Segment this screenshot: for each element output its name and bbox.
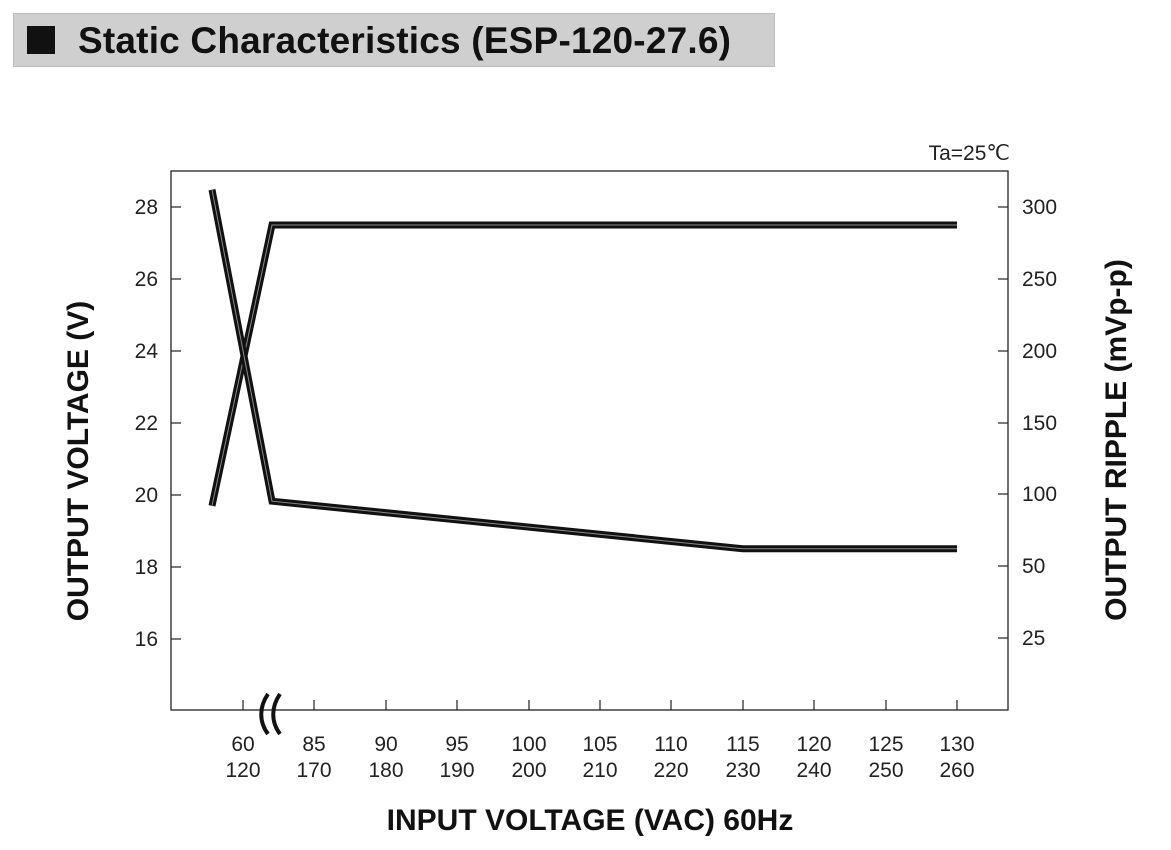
series-line-2-highlight [211,189,957,550]
x-tick-label-bottom: 260 [939,759,974,782]
x-tick-label-bottom: 200 [511,759,546,782]
axis-break-icon [259,692,270,736]
x-tick-label-bottom: 120 [225,759,260,782]
title-bar: Static Characteristics (ESP-120-27.6) [13,13,775,67]
y-right-tick-label: 300 [1022,196,1057,219]
x-tick-label-top: 85 [302,733,325,756]
x-tick-label-top: 130 [939,733,974,756]
x-axis-title: INPUT VOLTAGE (VAC) 60Hz [387,804,794,837]
x-tick-label-top: 115 [726,733,759,756]
series-line-1 [208,221,957,507]
x-tick-label-top: 95 [445,733,468,756]
temperature-annotation: Ta=25℃ [929,142,1010,165]
y-left-tick-label: 18 [135,556,158,579]
y-right-tick-label: 250 [1022,268,1057,291]
y-right-tick-label: 100 [1022,483,1057,506]
x-tick-label-bottom: 190 [439,759,474,782]
x-tick-label-top: 125 [868,733,903,756]
x-tick-label-top: 60 [231,733,254,756]
y-right-axis-title: OUTPUT RIPPLE (mVp-p) [1100,259,1133,621]
x-tick-label-bottom: 170 [296,759,331,782]
series-line-1-highlight [211,224,957,506]
y-left-axis-title: OUTPUT VOLTAGE (V) [62,301,95,622]
x-tick-label-bottom: 250 [868,759,903,782]
x-tick-label-top: 100 [511,733,546,756]
y-right-tick-label: 25 [1022,627,1045,650]
title-square-icon [27,26,55,54]
axis-break-icon [271,692,282,736]
y-left-tick-label: 28 [135,196,158,219]
x-tick-label-bottom: 210 [582,759,617,782]
x-tick-label-top: 110 [654,733,687,756]
y-right-tick-label: 200 [1022,340,1057,363]
y-left-tick-label: 22 [135,412,158,435]
y-left-tick-label: 24 [135,340,159,363]
x-tick-label-top: 105 [582,733,617,756]
y-left-tick-label: 16 [135,628,158,651]
y-left-tick-label: 26 [135,268,158,291]
x-tick-label-top: 120 [796,733,831,756]
y-left-tick-label: 20 [135,484,158,507]
y-right-tick-label: 150 [1022,412,1057,435]
plot-frame [170,170,1009,711]
x-tick-label-bottom: 220 [653,759,688,782]
x-tick-label-bottom: 180 [368,759,403,782]
x-tick-label-bottom: 230 [725,759,760,782]
x-tick-label-top: 90 [374,733,397,756]
chart-title: Static Characteristics (ESP-120-27.6) [78,20,732,61]
y-right-tick-label: 50 [1022,555,1045,578]
series-line-2 [208,189,957,553]
x-tick-label-bottom: 240 [796,759,831,782]
